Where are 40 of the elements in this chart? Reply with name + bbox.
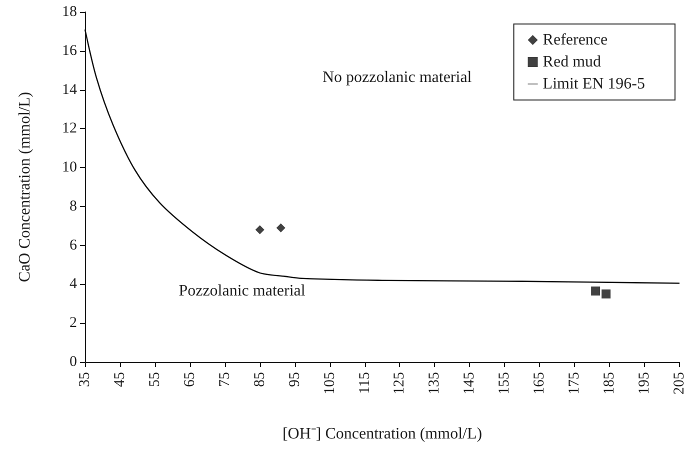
y-tick-label: 18: [62, 4, 77, 20]
x-tick-label: 145: [462, 372, 478, 394]
x-tick-label: 55: [146, 372, 163, 387]
y-tick-label: 10: [62, 160, 77, 176]
y-tick-label: 2: [70, 315, 77, 332]
y-tick-label: 12: [62, 120, 77, 137]
x-axis-title: [OH⁻] Concentration (mmol/L): [282, 426, 482, 442]
y-axis-title: CaO Concentration (mmol/L): [16, 92, 34, 282]
point: [276, 223, 286, 232]
y-tick-label: 8: [70, 198, 77, 214]
point: [591, 286, 600, 296]
annotation: Pozzolanic material: [178, 282, 306, 300]
legend-label: Limit EN 196-5: [542, 76, 646, 92]
x-tick-label: 185: [602, 372, 618, 394]
x-tick-label: 175: [566, 372, 583, 394]
x-tick-label: 45: [112, 372, 128, 387]
legend-label: Reference: [542, 32, 608, 48]
x-tick-label: 85: [252, 372, 268, 387]
x-tick-label: 155: [496, 372, 513, 394]
x-tick-label: 195: [636, 372, 653, 394]
y-tick-label: 16: [62, 42, 78, 59]
point: [602, 289, 611, 298]
y-tick-label: 6: [70, 237, 78, 254]
y-tick-label: 4: [70, 276, 78, 292]
x-tick-label: 75: [216, 372, 233, 387]
x-tick-label: 65: [182, 372, 198, 387]
x-tick-label: 95: [286, 372, 303, 387]
legend-label: Red mud: [542, 54, 602, 70]
x-tick-label: 115: [356, 372, 373, 394]
x-tick-label: 35: [77, 372, 93, 387]
annotation: No pozzolanic material: [322, 69, 472, 86]
x-tick-label: 125: [392, 372, 408, 394]
x-tick-label: 205: [672, 372, 687, 394]
point: [255, 225, 264, 234]
y-tick-label: 14: [62, 82, 78, 98]
line-series: [84, 28, 680, 284]
x-tick-label: 165: [532, 372, 548, 394]
x-tick-label: 135: [426, 372, 443, 394]
x-tick-label: 105: [322, 372, 338, 394]
y-tick-label: 0: [70, 354, 77, 370]
